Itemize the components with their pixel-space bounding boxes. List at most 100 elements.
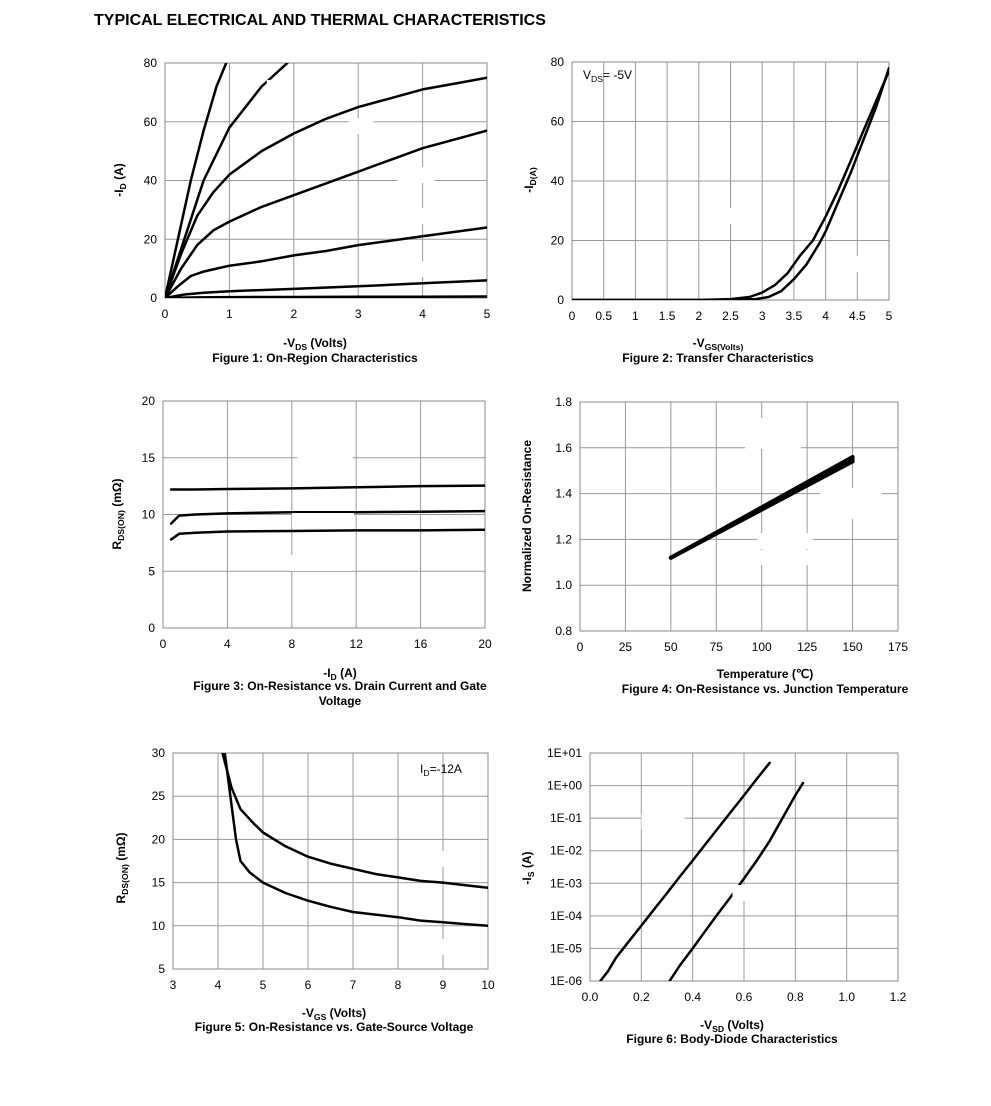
x-tick-label: 4 <box>822 309 829 323</box>
y-tick-label: 10 <box>152 919 166 933</box>
x-tick-label: 1 <box>632 309 639 323</box>
page-title: TYPICAL ELECTRICAL AND THERMAL CHARACTER… <box>94 12 546 29</box>
series-line <box>169 509 485 525</box>
series-line <box>169 484 485 491</box>
x-tick-label: 25 <box>619 640 633 654</box>
figure-2: 00.511.522.533.544.55020406080125° C25° … <box>522 55 893 365</box>
x-tick-label: 2.5 <box>722 309 739 323</box>
y-tick-label: 20 <box>551 234 565 248</box>
plot-frame <box>172 752 489 970</box>
x-tick-label: 10 <box>481 978 495 992</box>
plot-frame <box>589 752 899 982</box>
label-backdrop <box>290 555 352 571</box>
x-tick-label: 0.4 <box>684 990 701 1004</box>
x-tick-label: 5 <box>886 309 893 323</box>
x-tick-label: 7 <box>350 978 357 992</box>
y-tick-label: 60 <box>551 115 565 129</box>
x-tick-label: 4.5 <box>849 309 866 323</box>
x-tick-label: 0 <box>160 637 167 651</box>
y-axis-label: -ID(A)​ <box>522 167 538 193</box>
series-line <box>165 129 487 298</box>
figure-6: 0.0 0.2 0.4 0.6 0.8 1.0 1.2 1E-06 1E-05 1E-04 1E-0… <box>520 746 907 1046</box>
figure-caption: Figure 2: Transfer Characteristics <box>622 351 814 365</box>
x-tick-label: 4 <box>224 637 231 651</box>
series-line <box>668 459 855 560</box>
y-tick-label: 1E+01 <box>547 746 582 760</box>
figure-caption: Figure 6: Body-Diode Characteristics <box>626 1032 838 1046</box>
figure-caption: Voltage <box>319 694 362 708</box>
y-tick-label: 80 <box>144 56 158 70</box>
label-backdrop <box>399 208 425 224</box>
label-backdrop <box>756 550 812 565</box>
x-tick-label: 16 <box>414 637 428 651</box>
y-tick-label: 20 <box>152 832 166 846</box>
x-tick-label: 20 <box>478 637 492 651</box>
x-tick-label: 3 <box>170 978 177 992</box>
y-tick-label: 1E+00 <box>547 779 582 793</box>
label-backdrop <box>266 80 292 96</box>
y-tick-label: 15 <box>142 451 156 465</box>
y-tick-label: 1E-06 <box>550 974 582 988</box>
x-tick-label: 4 <box>215 978 222 992</box>
x-tick-label: 3.5 <box>786 309 803 323</box>
y-tick-label: 5 <box>148 564 155 578</box>
y-axis-label: -IS​ (A) <box>520 851 536 884</box>
x-tick-label: 0.2 <box>633 990 650 1004</box>
x-tick-label: 175 <box>888 640 908 654</box>
x-axis-label: Temperature (℃) <box>717 667 814 681</box>
x-axis-label: -VGS​ (Volts) <box>302 1006 366 1022</box>
label-backdrop <box>175 74 207 90</box>
y-tick-label: 1E-04 <box>550 909 582 923</box>
x-tick-label: 1.2 <box>890 990 907 1004</box>
y-axis-label: -ID​ (A) <box>112 163 128 197</box>
x-tick-label: 150 <box>843 640 863 654</box>
series-line <box>165 226 487 298</box>
x-axis-label: -VGS(Volts)​ <box>693 336 744 352</box>
series-line <box>572 66 889 300</box>
y-tick-label: 40 <box>144 174 158 188</box>
y-tick-label: 60 <box>144 115 158 129</box>
x-tick-label: 0.8 <box>787 990 804 1004</box>
y-tick-label: 40 <box>551 174 565 188</box>
y-axis-label: Normalized On-Resistance <box>520 440 534 592</box>
x-tick-label: 3 <box>355 307 362 321</box>
x-tick-label: 0 <box>577 640 584 654</box>
label-backdrop <box>757 533 813 549</box>
series-line <box>599 761 771 981</box>
x-tick-label: 50 <box>664 640 678 654</box>
label-backdrop <box>828 256 866 272</box>
plot-frame <box>162 400 486 629</box>
x-tick-label: 0.6 <box>736 990 753 1004</box>
y-tick-label: 0 <box>557 293 564 307</box>
y-tick-label: 1.4 <box>555 487 572 501</box>
label-backdrop <box>431 851 463 867</box>
plot-frame <box>579 401 899 632</box>
figure-caption: Figure 4: On-Resistance vs. Junction Tem… <box>622 682 909 696</box>
y-tick-label: 1.8 <box>555 395 572 409</box>
label-backdrop <box>297 454 353 470</box>
chart-annotation: ID​=-12A <box>420 762 462 778</box>
series-line <box>165 279 487 298</box>
y-tick-label: 30 <box>152 746 166 760</box>
x-tick-label: 0 <box>569 309 576 323</box>
x-tick-label: 75 <box>710 640 724 654</box>
x-axis-label: -ID​ (A) <box>323 666 357 682</box>
series-line <box>223 753 488 928</box>
label-backdrop <box>422 939 448 955</box>
x-tick-label: 100 <box>752 640 772 654</box>
label-backdrop <box>641 814 685 830</box>
y-tick-label: 15 <box>152 876 166 890</box>
y-tick-label: 1E-01 <box>550 811 582 825</box>
x-tick-label: 3 <box>759 309 766 323</box>
y-tick-label: 0.8 <box>555 624 572 638</box>
y-tick-label: 1.0 <box>555 578 572 592</box>
y-tick-label: 5 <box>158 962 165 976</box>
label-backdrop <box>348 118 374 134</box>
x-tick-label: 125 <box>797 640 817 654</box>
x-tick-label: 0.0 <box>582 990 599 1004</box>
series-line <box>169 528 485 541</box>
y-tick-label: 1E-05 <box>550 941 582 955</box>
y-tick-label: 1.6 <box>555 441 572 455</box>
